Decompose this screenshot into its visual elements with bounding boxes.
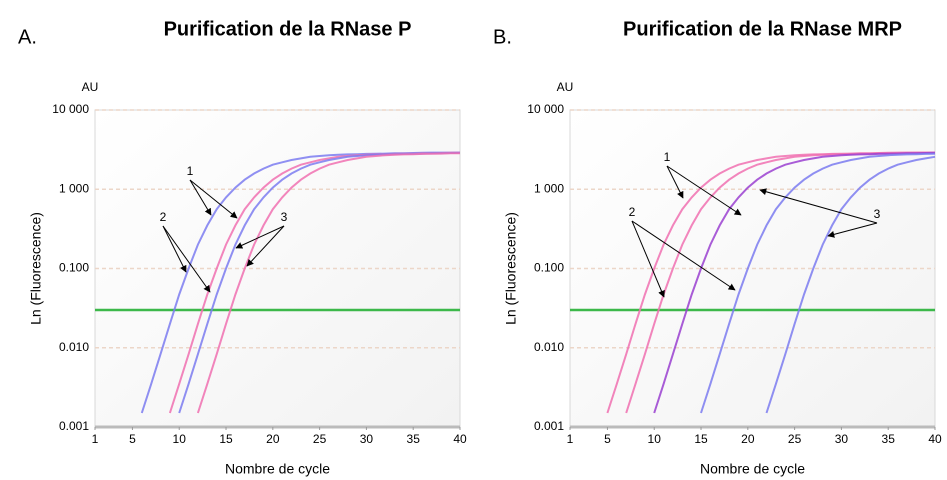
x-tick-label: 15 — [694, 432, 708, 446]
panel-label: A. — [18, 26, 37, 48]
x-tick-label: 25 — [313, 432, 327, 446]
annotation-label: 2 — [160, 210, 167, 224]
y-axis-label: Ln (Fluorescence) — [503, 212, 519, 325]
annotation-arrow — [189, 179, 238, 219]
x-tick-label: 20 — [266, 432, 280, 446]
x-tick-label: 1 — [567, 432, 574, 446]
x-tick-label: 5 — [604, 432, 611, 446]
x-axis-label: Nombre de cycle — [225, 461, 330, 477]
x-tick-label: 20 — [741, 432, 755, 446]
annotation-arrow — [246, 225, 285, 267]
y-tick-label: 10 000 — [527, 102, 564, 116]
annotation-arrow — [162, 225, 187, 273]
y-tick-label: 0.100 — [59, 261, 89, 275]
x-tick-label: 40 — [928, 432, 942, 446]
annotation-arrow — [666, 165, 684, 199]
y-tick-label: 0.010 — [59, 340, 89, 354]
x-tick-label: 15 — [219, 432, 233, 446]
annotation-arrow — [827, 222, 878, 238]
amplification-curve — [653, 151, 936, 414]
x-tick-label: 30 — [360, 432, 374, 446]
chart-title: Purification de la RNase P — [164, 18, 412, 40]
annotation-label: 2 — [629, 205, 636, 219]
x-tick-label: 35 — [407, 432, 421, 446]
annotation-label: 3 — [281, 210, 288, 224]
annotation-label: 1 — [664, 150, 671, 164]
x-tick-label: 35 — [882, 432, 896, 446]
amplification-curve — [765, 155, 936, 414]
y-axis-label: Ln (Fluorescence) — [28, 212, 44, 325]
annotation-arrow — [162, 225, 211, 293]
x-tick-label: 10 — [173, 432, 187, 446]
amplification-curve — [196, 152, 461, 414]
x-axis-label: Nombre de cycle — [700, 461, 805, 477]
annotation-arrow — [631, 220, 665, 298]
x-tick-label: 25 — [788, 432, 802, 446]
y-tick-label: 1 000 — [534, 181, 564, 195]
y-tick-label: 0.001 — [534, 419, 564, 433]
annotation-arrow — [759, 188, 878, 224]
y-unit: AU — [557, 80, 574, 94]
amplification-curve — [700, 152, 936, 414]
y-tick-label: 0.001 — [59, 419, 89, 433]
panel-label: B. — [493, 26, 512, 48]
x-tick-label: 1 — [92, 432, 99, 446]
x-tick-label: 30 — [835, 432, 849, 446]
chart-title: Purification de la RNase MRP — [623, 18, 902, 40]
y-unit: AU — [82, 80, 99, 94]
y-tick-label: 1 000 — [59, 181, 89, 195]
y-tick-label: 0.010 — [534, 340, 564, 354]
annotation-arrow — [666, 165, 742, 216]
x-tick-label: 10 — [648, 432, 662, 446]
x-tick-label: 5 — [129, 432, 136, 446]
annotation-arrow — [189, 179, 212, 216]
annotation-arrow — [235, 225, 285, 249]
annotation-label: 3 — [874, 207, 881, 221]
y-tick-label: 0.100 — [534, 261, 564, 275]
annotation-arrow — [631, 220, 736, 291]
annotation-label: 1 — [187, 164, 194, 178]
y-tick-label: 10 000 — [52, 102, 89, 116]
x-tick-label: 40 — [453, 432, 467, 446]
